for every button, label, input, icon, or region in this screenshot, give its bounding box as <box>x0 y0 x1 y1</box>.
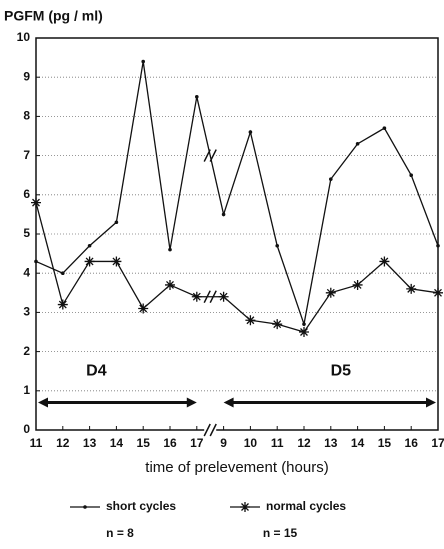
dot-marker <box>195 95 199 99</box>
legend-label: normal cycles <box>266 499 346 513</box>
star-marker <box>433 287 443 298</box>
plot-frame <box>35 37 439 431</box>
x-tick-label: 10 <box>244 436 258 450</box>
dot-marker <box>275 243 280 248</box>
x-axis-label: time of prelevement (hours) <box>145 459 328 476</box>
x-tick-label: 12 <box>56 436 70 450</box>
dot-marker <box>382 126 387 130</box>
series-line <box>35 61 439 327</box>
dot-marker <box>302 322 306 326</box>
x-tick-label: 14 <box>110 436 124 450</box>
star-marker <box>325 287 336 298</box>
x-tick-label: 16 <box>163 436 177 450</box>
star-marker <box>352 279 363 290</box>
x-tick-label: 14 <box>351 436 365 450</box>
x-tick-label: 17 <box>431 436 444 450</box>
y-tick-label: 5 <box>23 226 30 240</box>
dot-marker <box>61 271 65 276</box>
y-tick-label: 0 <box>23 422 30 436</box>
break-mark <box>209 290 217 304</box>
dot-marker <box>355 142 360 146</box>
x-tick-label: 9 <box>220 436 227 450</box>
legend-label: short cycles <box>106 499 176 513</box>
star-marker <box>57 299 68 310</box>
y-tick-label: 7 <box>23 148 30 162</box>
legend-sample: n = 15 <box>263 526 298 540</box>
dot-marker <box>409 173 414 177</box>
dot-marker <box>168 247 172 252</box>
y-tick-label: 6 <box>23 187 30 201</box>
star-marker <box>31 197 41 208</box>
x-tick-label: 13 <box>324 436 338 450</box>
break-mark <box>203 423 211 437</box>
star-marker <box>379 256 390 267</box>
star-marker <box>299 327 309 337</box>
axis-break-gap <box>204 428 217 432</box>
star-marker <box>111 256 122 267</box>
star-marker <box>218 291 229 302</box>
period-label: D5 <box>331 362 352 379</box>
series-line <box>35 202 439 333</box>
break-mark <box>209 423 217 437</box>
x-tick-label: 15 <box>137 436 151 450</box>
legend-star <box>240 502 250 512</box>
y-tick-label: 3 <box>23 305 30 319</box>
dot-marker <box>248 130 253 134</box>
dot-marker <box>34 259 38 264</box>
star-marker <box>406 283 417 294</box>
legend-sample: n = 8 <box>106 526 134 540</box>
break-mark <box>203 149 211 162</box>
dot-marker <box>436 243 440 248</box>
x-tick-label: 16 <box>405 436 419 450</box>
dot-marker <box>141 59 145 64</box>
x-tick-label: 13 <box>83 436 97 450</box>
break-mark <box>209 149 217 162</box>
period-label: D4 <box>86 362 107 379</box>
y-axis-label: PGFM (pg / ml) <box>4 8 103 24</box>
x-tick-label: 17 <box>190 436 204 450</box>
x-tick-label: 15 <box>378 436 392 450</box>
x-tick-label: 12 <box>297 436 311 450</box>
y-tick-label: 4 <box>23 265 30 279</box>
star-marker <box>84 256 95 267</box>
dot-marker <box>221 212 226 217</box>
dot-marker <box>114 220 119 225</box>
x-tick-label: 11 <box>271 436 284 450</box>
dot-marker <box>329 177 333 181</box>
y-tick-label: 10 <box>17 30 31 44</box>
y-tick-label: 9 <box>23 69 30 83</box>
star-marker <box>245 315 256 326</box>
break-mark <box>203 290 211 304</box>
star-marker <box>191 291 202 302</box>
star-marker <box>165 279 175 290</box>
y-tick-label: 1 <box>23 383 30 397</box>
legend-dot <box>83 505 87 509</box>
star-marker <box>138 303 149 314</box>
y-tick-label: 8 <box>23 109 30 123</box>
x-tick-label: 11 <box>30 436 43 450</box>
y-tick-label: 2 <box>23 344 30 358</box>
dot-marker <box>87 243 92 248</box>
star-marker <box>272 319 283 330</box>
